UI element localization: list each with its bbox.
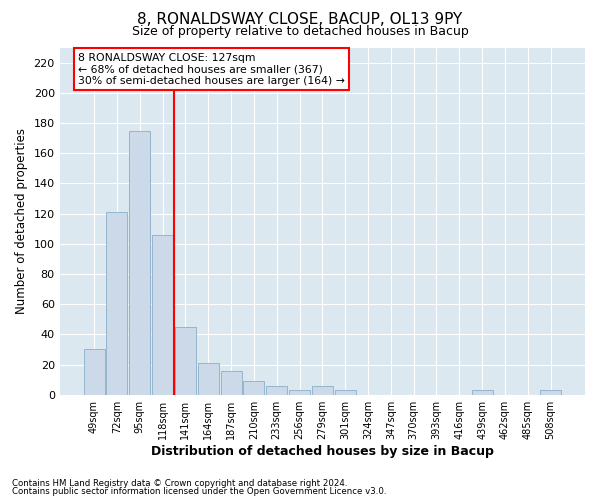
Bar [83, 350, 104, 395]
Bar [175, 327, 196, 394]
Bar [312, 386, 333, 394]
Text: 8 RONALDSWAY CLOSE: 127sqm
← 68% of detached houses are smaller (367)
30% of sem: 8 RONALDSWAY CLOSE: 127sqm ← 68% of deta… [78, 52, 345, 86]
Bar [152, 234, 173, 394]
Bar [540, 390, 561, 394]
Bar [197, 363, 218, 394]
Text: Size of property relative to detached houses in Bacup: Size of property relative to detached ho… [131, 25, 469, 38]
Bar [335, 390, 356, 394]
Text: Contains HM Land Registry data © Crown copyright and database right 2024.: Contains HM Land Registry data © Crown c… [12, 478, 347, 488]
Bar [244, 381, 265, 394]
Bar [129, 130, 150, 394]
Bar [106, 212, 127, 394]
Bar [266, 386, 287, 394]
Text: Contains public sector information licensed under the Open Government Licence v3: Contains public sector information licen… [12, 487, 386, 496]
Bar [289, 390, 310, 394]
Text: 8, RONALDSWAY CLOSE, BACUP, OL13 9PY: 8, RONALDSWAY CLOSE, BACUP, OL13 9PY [137, 12, 463, 28]
X-axis label: Distribution of detached houses by size in Bacup: Distribution of detached houses by size … [151, 444, 494, 458]
Bar [221, 370, 242, 394]
Bar [472, 390, 493, 394]
Y-axis label: Number of detached properties: Number of detached properties [15, 128, 28, 314]
